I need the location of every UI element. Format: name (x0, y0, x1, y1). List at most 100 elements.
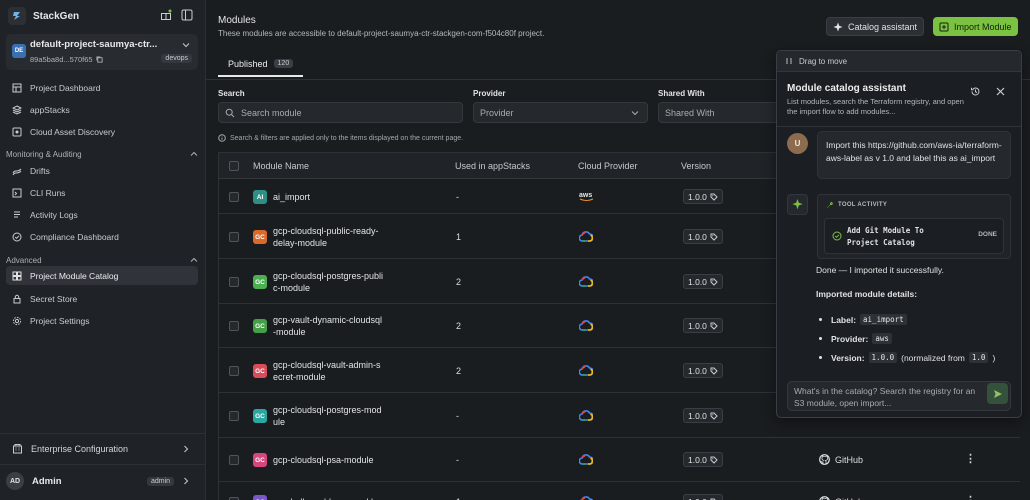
column-header-used-in-appstacks[interactable]: Used in appStacks (455, 161, 531, 171)
dashboard-icon (12, 83, 22, 93)
send-button[interactable] (987, 383, 1008, 404)
github-icon (819, 496, 830, 500)
detail-note-close: ) (992, 352, 996, 363)
tag-icon (710, 278, 718, 286)
row-actions-menu-icon[interactable]: ⋮ (965, 494, 976, 500)
enterprise-label: Enterprise Configuration (31, 443, 129, 454)
module-name[interactable]: gcp-vault-dynamic-cloudsql -module (273, 314, 403, 338)
copy-icon[interactable] (96, 56, 103, 63)
version-text: 1.0.0 (688, 365, 707, 376)
drift-icon (12, 166, 22, 176)
module-name[interactable]: gcp-helloworld-app-workloa (273, 496, 403, 500)
filter-note: Search & filters are applied only to the… (218, 134, 463, 142)
sidebar-item-secret-store[interactable]: Secret Store (6, 289, 198, 308)
version-badge: 1.0.0 (683, 363, 723, 378)
assistant-input[interactable]: What's in the catalog? Search the regist… (787, 381, 1011, 411)
table-row[interactable]: AI ai_import - aws 1.0.0 (218, 179, 1020, 214)
module-name[interactable]: gcp-cloudsql-vault-admin-s ecret-module (273, 359, 403, 383)
sidebar-item-project-settings[interactable]: Project Settings (6, 311, 198, 330)
drag-label: Drag to move (799, 56, 848, 66)
enterprise-configuration[interactable]: Enterprise Configuration (6, 443, 198, 454)
module-name[interactable]: gcp-cloudsql-public-ready-delay-module (273, 225, 403, 249)
sidebar-item-activity-logs[interactable]: Activity Logs (6, 205, 198, 224)
column-header-version[interactable]: Version (681, 161, 712, 171)
row-checkbox[interactable] (229, 277, 239, 287)
bullet-dot (819, 337, 822, 340)
gift-icon[interactable] (160, 9, 172, 21)
select-all-checkbox[interactable] (229, 161, 239, 171)
table-row[interactable]: GC gcp-cloudsql-postgres-publi c-module 2 1.… (218, 259, 1020, 304)
row-checkbox[interactable] (229, 232, 239, 242)
search-input[interactable]: Search module (218, 102, 463, 123)
row-checkbox[interactable] (229, 411, 239, 421)
tool-activity-item[interactable]: Add Git Module To Project Catalog DONE (824, 218, 1004, 254)
detail-value: 1.0.0 (868, 352, 898, 363)
version-badge: 1.0.0 (683, 318, 723, 333)
table-row[interactable]: GC gcp-cloudsql-psa-module - 1.0.0 GitHub ⋮ (218, 438, 1020, 482)
row-actions-menu-icon[interactable]: ⋮ (965, 453, 976, 465)
table-row[interactable]: GC gcp-cloudsql-public-ready-delay-module… (218, 214, 1020, 259)
sidebar-item-cli-runs[interactable]: CLI Runs (6, 183, 198, 202)
collapse-sidebar-icon[interactable] (181, 9, 193, 21)
drag-handle[interactable]: Drag to move (777, 51, 1021, 72)
project-switcher[interactable]: DE default-project-saumya-ctr... 89a5ba8… (6, 34, 198, 70)
gcp-provider-icon (579, 276, 593, 287)
provider-label: Provider (473, 89, 506, 98)
shared-with-select[interactable]: Shared With (658, 102, 776, 123)
tool-activity-header: TOOL ACTIVITY (826, 201, 887, 209)
catalog-assistant-button[interactable]: Catalog assistant (826, 17, 925, 36)
table-row[interactable]: GC gcp-vault-dynamic-cloudsql -module 2 1.0.… (218, 304, 1020, 348)
section-title: Monitoring & Auditing (6, 150, 82, 159)
bullet-dot (819, 318, 822, 321)
detail-value: aws (872, 333, 892, 344)
page-title: Modules (218, 15, 256, 26)
module-name[interactable]: gcp-cloudsql-postgres-mod ule (273, 404, 403, 428)
sidebar-item-compliance-dashboard[interactable]: Compliance Dashboard (6, 227, 198, 246)
aws-provider-icon: aws (579, 191, 595, 201)
version-badge: 1.0.0 (683, 452, 723, 467)
sidebar-item-project-module-catalog[interactable]: Project Module Catalog (6, 266, 198, 285)
version-badge: 1.0.0 (683, 189, 723, 204)
detail-key: Provider: (831, 333, 869, 344)
row-checkbox[interactable] (229, 192, 239, 202)
sidebar-item-cloud-asset-discovery[interactable]: Cloud Asset Discovery (6, 122, 198, 141)
column-header-cloud-provider[interactable]: Cloud Provider (578, 161, 638, 171)
table-row[interactable]: GC gcp-cloudsql-vault-admin-s ecret-module… (218, 348, 1020, 393)
table-row[interactable]: GC gcp-cloudsql-postgres-mod ule - 1.0.0 (218, 393, 1020, 438)
user-menu[interactable]: AD Admin admin (6, 472, 198, 490)
row-checkbox[interactable] (229, 497, 239, 500)
section-monitoring[interactable]: Monitoring & Auditing (6, 150, 198, 159)
chevron-up-icon (190, 256, 198, 265)
module-name[interactable]: gcp-cloudsql-psa-module (273, 454, 403, 466)
version-text: 1.0.0 (688, 276, 707, 287)
import-module-button[interactable]: Import Module (933, 17, 1018, 36)
row-checkbox[interactable] (229, 455, 239, 465)
sidebar-item-project-dashboard[interactable]: Project Dashboard (6, 78, 198, 97)
sidebar-item-drifts[interactable]: Drifts (6, 161, 198, 180)
gcp-provider-icon (579, 365, 593, 376)
provider-select[interactable]: Provider (473, 102, 648, 123)
table-row[interactable]: GC gcp-helloworld-app-workloa 1 1.0.0 GitHub… (218, 482, 1020, 500)
module-name[interactable]: gcp-cloudsql-postgres-publi c-module (273, 270, 403, 294)
project-name: default-project-saumya-ctr... (30, 39, 158, 50)
row-checkbox[interactable] (229, 366, 239, 376)
module-name-line2: delay-module (273, 238, 328, 248)
version-text: 1.0.0 (688, 191, 707, 202)
used-in-appstacks: 1 (456, 497, 461, 500)
module-name[interactable]: ai_import (273, 191, 403, 203)
sidebar-item-label: Project Settings (30, 315, 90, 326)
tab-published[interactable]: Published 120 (218, 52, 304, 77)
sidebar-item-label: Project Module Catalog (30, 270, 119, 281)
column-header-module-name[interactable]: Module Name (253, 161, 310, 171)
section-advanced[interactable]: Advanced (6, 256, 198, 265)
version-badge: 1.0.0 (683, 494, 723, 500)
row-checkbox[interactable] (229, 321, 239, 331)
close-icon[interactable] (995, 86, 1006, 97)
module-name-line2: c-module (273, 283, 311, 293)
tag-icon (710, 412, 718, 420)
brand-row[interactable]: StackGen (8, 7, 79, 25)
source-label: GitHub (835, 497, 863, 500)
sidebar-item-label: CLI Runs (30, 187, 66, 198)
sidebar-item-appstacks[interactable]: appStacks (6, 100, 198, 119)
history-icon[interactable] (970, 86, 981, 97)
